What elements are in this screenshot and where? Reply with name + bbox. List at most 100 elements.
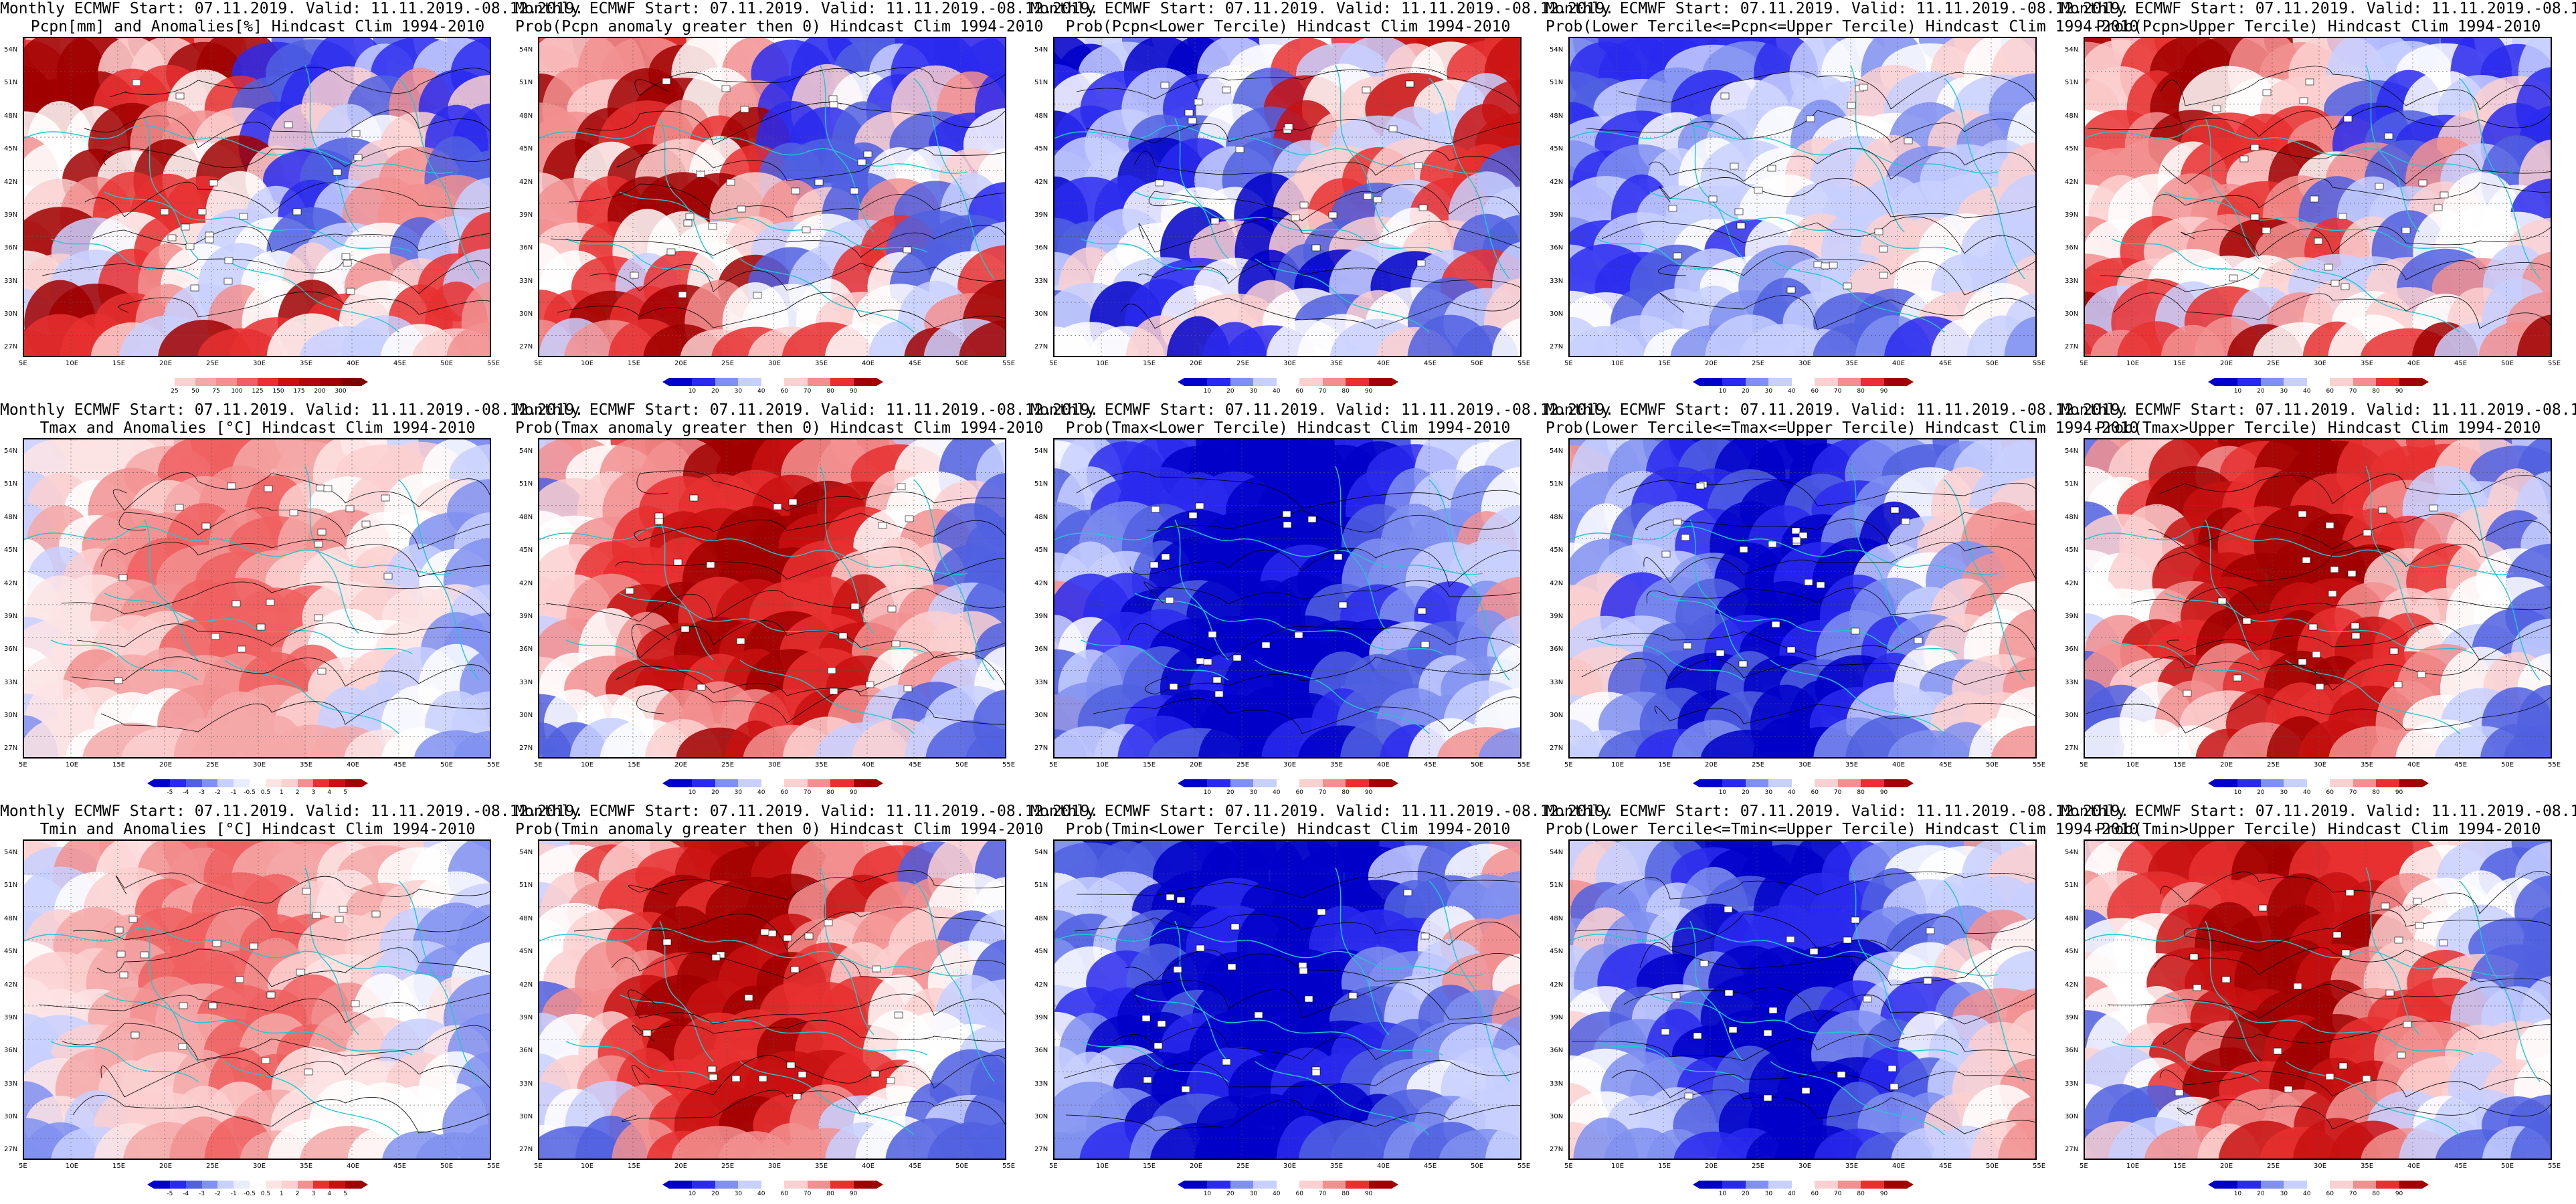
contour-line	[72, 1094, 490, 1134]
longitude-label: 50E	[2501, 1163, 2514, 1170]
station-marker	[857, 159, 866, 166]
station-marker	[2362, 1075, 2371, 1082]
panel-title-line2: Prob(Tmax anomaly greater then 0) Hindca…	[515, 419, 1044, 437]
map-panel-tmax-prob-middle: Monthly ECMWF Start: 07.11.2019. Valid: …	[1546, 401, 2139, 803]
station-marker	[2308, 623, 2318, 631]
latitude-label: 51N	[1550, 480, 1564, 488]
station-marker	[179, 1002, 188, 1009]
contour-line	[615, 546, 1005, 582]
station-marker	[2338, 213, 2347, 220]
station-marker	[1681, 534, 1690, 541]
latitude-label: 33N	[2065, 277, 2079, 285]
colorbar-segment	[1837, 1181, 1861, 1189]
colorbar-tick-label: 70	[1833, 789, 1842, 796]
colorbar-segment	[297, 779, 314, 787]
station-marker	[1720, 92, 1730, 100]
latitude-label: 42N	[1550, 178, 1564, 186]
contour-line	[84, 109, 490, 148]
latitude-label: 33N	[1034, 678, 1048, 686]
colorbar-tick-label: 90	[1879, 789, 1888, 796]
station-marker	[209, 179, 218, 187]
shaded-cell	[965, 729, 1005, 757]
coastline	[50, 238, 199, 280]
coastline	[739, 258, 915, 333]
longitude-label: 15E	[1143, 761, 1156, 769]
coastline	[224, 258, 399, 333]
contour-line	[2113, 292, 2551, 329]
station-marker	[223, 278, 233, 285]
colorbar-segment	[2399, 378, 2423, 386]
latitude-label: 45N	[519, 948, 533, 956]
station-marker	[1786, 286, 1796, 294]
station-marker	[1405, 80, 1414, 88]
contour-line	[1145, 656, 1520, 695]
colorbar-segment	[169, 1181, 187, 1189]
coastline	[398, 78, 480, 280]
coastline	[24, 526, 453, 575]
longitude-label: 20E	[159, 761, 173, 769]
coastline	[1134, 994, 1443, 1056]
latitude-label: 51N	[2065, 882, 2079, 890]
station-marker	[266, 991, 276, 999]
station-marker	[1173, 966, 1182, 973]
coastline	[1429, 78, 1510, 280]
longitude-label: 5E	[19, 761, 27, 769]
station-marker	[1767, 165, 1776, 172]
contour-line	[100, 1057, 490, 1098]
contour-line	[100, 539, 490, 577]
coastline	[1596, 1041, 1744, 1082]
coastline	[24, 927, 453, 977]
station-marker	[2440, 191, 2449, 199]
station-marker	[1188, 117, 1197, 124]
colorbar-tick-label: 300	[335, 388, 347, 395]
latitude-label: 48N	[1034, 112, 1048, 120]
station-marker	[114, 926, 124, 934]
latitude-label: 30N	[2065, 712, 2079, 720]
longitude-label: 5E	[1049, 360, 1058, 367]
station-marker	[2417, 671, 2426, 678]
contour-line	[1629, 1089, 2035, 1134]
longitude-label: 35E	[1330, 1163, 1344, 1170]
station-marker	[2332, 931, 2342, 938]
colorbar-segment	[2215, 1181, 2238, 1189]
coastline	[1174, 920, 1229, 1062]
longitude-label: 15E	[1143, 1163, 1156, 1170]
station-marker	[239, 213, 248, 220]
map-panel-tmin-prob-lower: Monthly ECMWF Start: 07.11.2019. Valid: …	[1030, 803, 1614, 1204]
longitude-label: 25E	[2267, 360, 2280, 367]
longitude-label: 40E	[862, 360, 875, 367]
map-frame	[2084, 37, 2552, 357]
shaded-cell	[1998, 1118, 2035, 1159]
station-marker	[709, 1074, 718, 1081]
colorbar-left-arrow	[662, 1181, 669, 1189]
longitude-label: 20E	[2220, 761, 2233, 769]
coastline	[1174, 118, 1229, 260]
contour-line	[38, 993, 490, 1023]
colorbar-tick-label: 40	[1273, 388, 1281, 395]
station-marker	[178, 1043, 187, 1050]
longitude-label: 55E	[2548, 360, 2561, 367]
longitude-label: 50E	[2501, 761, 2514, 769]
station-marker	[2345, 889, 2355, 896]
contour-line	[1639, 942, 2035, 986]
station-marker	[1843, 936, 1852, 944]
station-marker	[317, 528, 327, 536]
contour-line	[2153, 178, 2551, 209]
contour-line	[550, 225, 1005, 258]
latitude-label: 30N	[1550, 1113, 1564, 1121]
longitude-label: 5E	[2080, 761, 2088, 769]
shaded-cell	[1491, 318, 1520, 356]
colorbar-segment	[1276, 779, 1300, 787]
colorbar-segment	[761, 1181, 785, 1189]
station-marker	[1716, 649, 1725, 657]
latitude-label: 30N	[1034, 1113, 1048, 1121]
map-panel-tmax-anom: Monthly ECMWF Start: 07.11.2019. Valid: …	[0, 401, 583, 803]
colorbar-tick-label: 0.5	[260, 1191, 271, 1197]
panel-title-line2: Prob(Lower Tercile<=Tmax<=Upper Tercile)…	[1546, 419, 2139, 437]
contour-line	[634, 67, 1005, 96]
colorbar-segment	[2353, 378, 2377, 386]
latitude-label: 42N	[1034, 579, 1048, 587]
station-marker	[1420, 932, 1430, 940]
contour-line	[1618, 478, 2035, 506]
station-marker	[345, 505, 355, 512]
